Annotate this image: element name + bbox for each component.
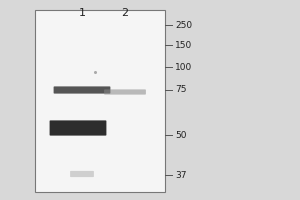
Text: 250: 250	[175, 21, 192, 29]
Text: 50: 50	[175, 131, 187, 140]
Text: 2: 2	[122, 8, 129, 18]
Text: 1: 1	[79, 8, 86, 18]
FancyBboxPatch shape	[50, 120, 106, 136]
FancyBboxPatch shape	[70, 171, 94, 177]
FancyBboxPatch shape	[54, 86, 110, 94]
FancyBboxPatch shape	[104, 89, 146, 95]
Text: 75: 75	[175, 85, 187, 94]
Text: 100: 100	[175, 62, 192, 72]
Text: 37: 37	[175, 170, 187, 180]
Text: 150: 150	[175, 40, 192, 49]
Bar	[35, 10, 165, 192]
